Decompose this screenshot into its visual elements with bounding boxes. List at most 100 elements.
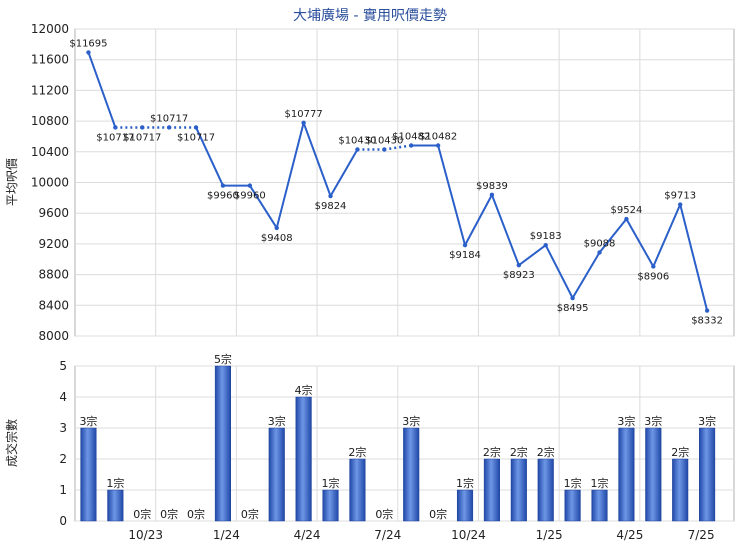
price-data-label: $8923 xyxy=(503,270,535,281)
volume-data-label: 2宗 xyxy=(537,445,555,459)
volume-bar xyxy=(591,489,608,522)
price-point xyxy=(516,262,522,268)
price-data-label: $9184 xyxy=(449,250,481,261)
volume-bar xyxy=(564,489,581,522)
price-point xyxy=(409,143,414,148)
volume-data-label: 1宗 xyxy=(322,476,340,490)
price-line-segment xyxy=(195,127,224,186)
volume-data-label: 0宗 xyxy=(160,507,178,521)
volume-data-label: 0宗 xyxy=(133,507,151,521)
price-data-label: $10777 xyxy=(285,109,323,120)
price-data-label: $10717 xyxy=(123,132,161,143)
price-point xyxy=(462,242,468,248)
price-data-label: $9839 xyxy=(476,181,508,192)
price-data-label: $10482 xyxy=(392,132,430,143)
volume-data-label: 5宗 xyxy=(214,352,232,366)
price-y-tick-label: 9200 xyxy=(38,237,69,251)
price-line-segment xyxy=(248,185,278,229)
volume-y-axis-title: 成交宗數 xyxy=(4,419,19,467)
volume-data-label: 3宗 xyxy=(402,414,420,428)
price-data-labels: $11695$10717$10717$10717$10717$9960$9960… xyxy=(69,38,723,326)
volume-data-label: 1宗 xyxy=(564,476,582,490)
price-data-label: $8495 xyxy=(557,303,589,314)
volume-data-label: 3宗 xyxy=(644,414,662,428)
x-axis-ticks: 10/23 1/24 4/24 7/24 10/24 1/25 4/25 7/25 xyxy=(128,528,714,542)
price-data-label: $11695 xyxy=(69,38,107,49)
volume-bar xyxy=(618,427,635,522)
price-line-segment xyxy=(302,122,332,197)
price-point xyxy=(382,147,387,152)
volume-bar xyxy=(295,396,312,522)
price-data-label: $9524 xyxy=(611,205,643,216)
volume-data-label: 4宗 xyxy=(295,383,313,397)
price-data-label: $10482 xyxy=(419,132,457,143)
x-tick-label: 7/25 xyxy=(688,528,715,542)
price-point xyxy=(247,183,253,188)
price-point xyxy=(570,295,575,301)
volume-bar xyxy=(107,489,124,522)
x-tick-label: 1/25 xyxy=(536,528,563,542)
price-y-tick-label: 11200 xyxy=(31,83,69,97)
price-data-label: $9088 xyxy=(584,238,616,249)
price-data-label: $9960 xyxy=(234,191,266,202)
volume-bar xyxy=(80,427,97,522)
volume-data-label: 3宗 xyxy=(79,414,97,428)
price-gridlines xyxy=(75,28,734,337)
price-line-segment xyxy=(544,244,574,299)
price-y-tick-label: 8400 xyxy=(38,298,69,312)
price-data-label: $10717 xyxy=(150,113,188,124)
price-y-tick-label: 11600 xyxy=(31,53,69,67)
volume-data-label: 3宗 xyxy=(268,414,286,428)
volume-bar xyxy=(672,458,689,522)
price-y-tick-label: 9600 xyxy=(38,206,69,220)
price-series-points xyxy=(86,50,710,313)
x-tick-label: 4/24 xyxy=(294,528,321,542)
volume-y-tick-label: 4 xyxy=(59,390,67,404)
price-point xyxy=(678,202,683,207)
x-tick-label: 7/24 xyxy=(374,528,401,542)
volume-bar xyxy=(537,458,554,522)
volume-bar xyxy=(699,427,716,522)
price-line-segment xyxy=(87,52,117,128)
price-point xyxy=(597,250,602,255)
price-point xyxy=(140,125,145,130)
price-series-line xyxy=(87,52,709,311)
x-tick-label: 10/24 xyxy=(451,528,486,542)
price-data-label: $9713 xyxy=(664,191,696,202)
price-data-label: $10430 xyxy=(365,135,403,146)
volume-bar xyxy=(268,427,285,522)
price-line-segment xyxy=(625,218,655,267)
price-line-segment xyxy=(490,194,520,266)
price-point xyxy=(651,264,656,269)
price-point xyxy=(274,225,279,231)
price-point xyxy=(166,125,172,130)
price-data-label: $10717 xyxy=(96,132,134,143)
volume-data-labels: 3宗 1宗 0宗 0宗 0宗 5宗 0宗 3宗 4宗 1宗 2宗 0宗 3宗 0宗 1宗 2宗 2宗 2宗 1宗 1宗… xyxy=(79,352,716,521)
price-y-tick-label: 12000 xyxy=(31,22,69,36)
price-line-segment xyxy=(652,204,682,267)
price-y-tick-label: 10800 xyxy=(31,114,69,128)
volume-data-label: 0宗 xyxy=(187,507,205,521)
price-line-segment xyxy=(275,122,305,229)
price-point xyxy=(113,125,118,130)
price-y-axis-title: 平均呎價 xyxy=(5,158,19,206)
price-point xyxy=(193,125,199,130)
price-line-segment xyxy=(437,145,466,246)
volume-data-label: 0宗 xyxy=(375,507,393,521)
price-point xyxy=(543,243,548,248)
price-data-label: $9408 xyxy=(261,233,293,244)
volume-bar xyxy=(483,458,500,522)
volume-bar xyxy=(214,365,231,522)
price-point xyxy=(328,193,333,199)
price-y-tick-label: 8000 xyxy=(38,329,69,343)
price-point xyxy=(355,147,360,152)
volume-data-label: 2宗 xyxy=(510,445,528,459)
chart-title: 大埔廣場 - 實用呎價走勢 xyxy=(293,7,447,24)
volume-data-label: 0宗 xyxy=(241,507,259,521)
volume-data-label: 3宗 xyxy=(617,414,635,428)
volume-data-label: 2宗 xyxy=(483,445,501,459)
volume-bar xyxy=(456,489,474,522)
price-data-label: $8332 xyxy=(691,316,723,327)
volume-data-label: 2宗 xyxy=(348,445,366,459)
price-data-label: $9960 xyxy=(207,191,239,202)
